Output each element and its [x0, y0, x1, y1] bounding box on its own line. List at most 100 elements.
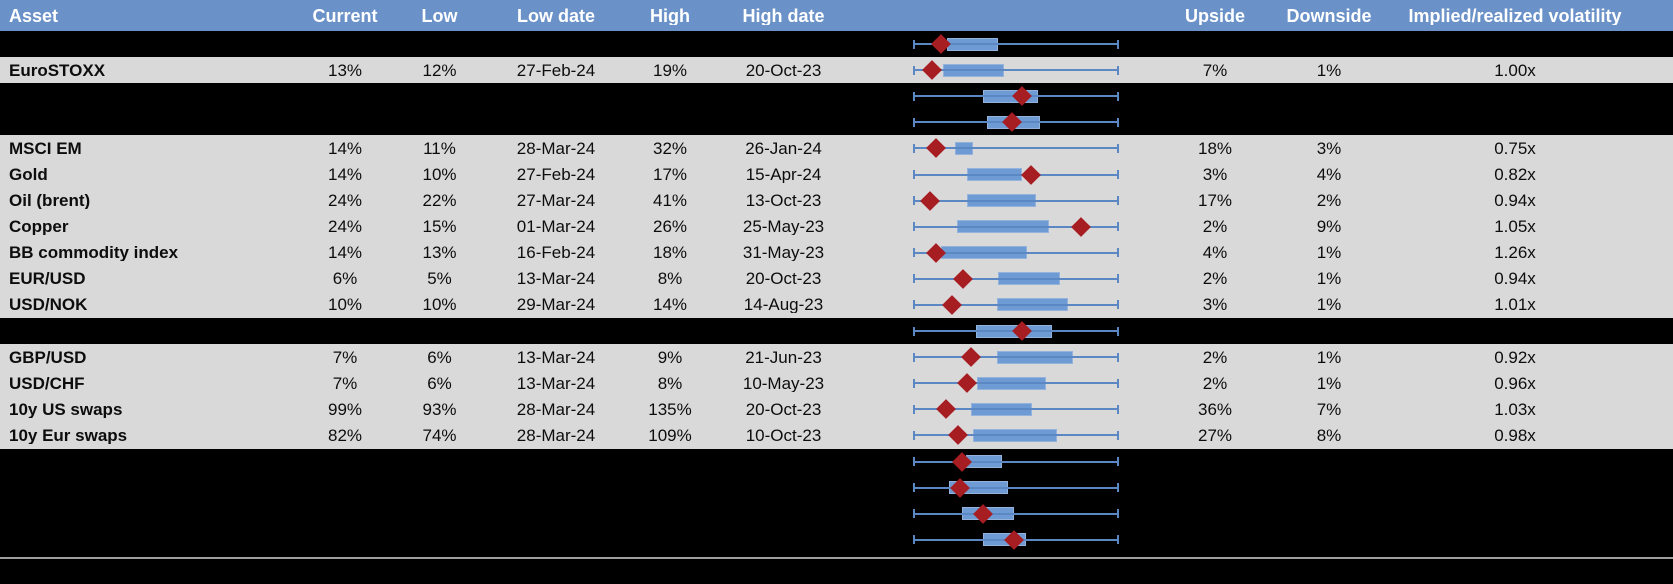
cell-upside: 4% [1202, 244, 1228, 262]
whisker-low-cap [913, 404, 915, 414]
hidden-row [0, 474, 1673, 501]
cell-low-date: 29-Mar-24 [516, 296, 596, 314]
cell-upside: 2% [1202, 374, 1228, 392]
cell-upside: 7% [1202, 61, 1228, 79]
cell-upside: 18% [1197, 139, 1233, 157]
cell-low: 5% [427, 270, 452, 288]
range-boxplot [913, 370, 1119, 396]
boxplot-cell [852, 266, 1172, 292]
cell-high-date: 26-Jan-24 [745, 139, 822, 157]
cell-current: 13% [327, 61, 363, 79]
range-boxplot [913, 501, 1119, 527]
cell-low: 10% [422, 166, 457, 184]
boxplot-whisker-line [914, 43, 1118, 46]
cell-vol: 0.92x [1494, 348, 1536, 366]
whisker-high-cap [1117, 352, 1119, 362]
boxplot-cell [852, 344, 1172, 370]
boxplot-cell [852, 527, 1172, 553]
whisker-low-cap [913, 196, 915, 206]
boxplot-whisker-line [914, 251, 1118, 254]
cell-low-date: 28-Mar-24 [516, 426, 596, 444]
cell-low-date: 13-Mar-24 [516, 348, 596, 366]
range-boxplot [913, 292, 1119, 318]
cell-vol: 0.96x [1494, 374, 1536, 392]
column-header-upside: Upside [1184, 6, 1245, 25]
cell-current: 7% [332, 348, 358, 366]
whisker-high-cap [1117, 326, 1119, 336]
cell-low: 6% [427, 374, 452, 392]
range-boxplot [913, 475, 1119, 501]
whisker-high-cap [1117, 300, 1119, 310]
range-boxplot [913, 396, 1119, 422]
cell-current: 99% [327, 400, 363, 418]
cell-asset: MSCI EM [9, 139, 82, 157]
whisker-low-cap [913, 170, 915, 180]
range-boxplot [913, 527, 1119, 553]
whisker-low-cap [913, 457, 915, 467]
cell-low: 10% [422, 296, 457, 314]
whisker-high-cap [1117, 222, 1119, 232]
current-value-diamond-marker [1071, 216, 1092, 237]
whisker-low-cap [913, 65, 915, 75]
cell-low: 93% [422, 400, 457, 418]
boxplot-whisker-line [914, 69, 1118, 72]
asset-row-gbp-usd: GBP/USD 7% 6% 13-Mar-24 9% 21-Jun-23 2% 1% 0.92x [0, 344, 1673, 371]
cell-vol: 0.94x [1494, 192, 1536, 210]
range-boxplot [913, 135, 1119, 161]
whisker-high-cap [1117, 535, 1119, 545]
cell-low: 11% [423, 139, 456, 157]
cell-high: 14% [652, 296, 688, 314]
cell-downside: 3% [1316, 139, 1342, 157]
whisker-high-cap [1117, 509, 1119, 519]
cell-high: 135% [648, 400, 692, 418]
hidden-row [0, 318, 1673, 345]
boxplot-whisker-line [914, 356, 1118, 359]
cell-asset: EuroSTOXX [9, 61, 106, 79]
cell-high: 17% [652, 166, 688, 184]
current-value-diamond-marker [922, 60, 943, 81]
whisker-low-cap [913, 326, 915, 336]
asset-row-msci-em: MSCI EM 14% 11% 28-Mar-24 32% 26-Jan-24 18% 3% 0… [0, 135, 1673, 162]
whisker-low-cap [913, 509, 915, 519]
range-boxplot [913, 344, 1119, 370]
boxplot-cell [852, 135, 1172, 161]
whisker-high-cap [1117, 404, 1119, 414]
cell-downside: 2% [1316, 192, 1342, 210]
cell-high-date: 13-Oct-23 [745, 192, 822, 210]
cell-low: 12% [422, 61, 457, 79]
current-value-diamond-marker [935, 399, 956, 420]
boxplot-whisker-line [914, 486, 1118, 489]
boxplot-whisker-line [914, 173, 1118, 176]
boxplot-whisker-line [914, 147, 1118, 150]
cell-vol: 1.00x [1494, 61, 1536, 79]
whisker-high-cap [1117, 274, 1119, 284]
cell-current: 10% [327, 296, 363, 314]
asset-row-oil-brent: Oil (brent) 24% 22% 27-Mar-24 41% 13-Oct-23 17… [0, 187, 1673, 214]
cell-high-date: 14-Aug-23 [743, 296, 824, 314]
boxplot-cell [852, 292, 1172, 318]
asset-row-10y-us-swaps: 10y US swaps 99% 93% 28-Mar-24 135% 20-Oct-23… [0, 396, 1673, 423]
cell-low: 6% [427, 348, 452, 366]
cell-downside: 1% [1316, 61, 1342, 79]
cell-low-date: 27-Mar-24 [516, 192, 596, 210]
asset-row-eurostoxx: EuroSTOXX 13% 12% 27-Feb-24 19% 20-Oct-23 7% 1%… [0, 57, 1673, 84]
whisker-high-cap [1117, 117, 1119, 127]
column-header-implied-realized-volatility: Implied/realized volatility [1408, 6, 1622, 25]
cell-asset: 10y Eur swaps [9, 426, 128, 444]
cell-high-date: 20-Oct-23 [745, 400, 822, 418]
asset-row-usd-chf: USD/CHF 7% 6% 13-Mar-24 8% 10-May-23 2% 1% 0.96x [0, 370, 1673, 397]
boxplot-cell [852, 109, 1172, 135]
whisker-high-cap [1117, 483, 1119, 493]
boxplot-whisker-line [914, 512, 1118, 515]
current-value-diamond-marker [948, 425, 968, 446]
cell-current: 14% [327, 244, 363, 262]
cell-downside: 4% [1316, 166, 1342, 184]
cell-current: 24% [327, 192, 363, 210]
whisker-low-cap [913, 248, 915, 258]
whisker-low-cap [913, 378, 915, 388]
cell-high: 8% [657, 374, 683, 392]
boxplot-cell [852, 240, 1172, 266]
whisker-high-cap [1117, 248, 1119, 258]
cell-downside: 1% [1316, 296, 1342, 314]
